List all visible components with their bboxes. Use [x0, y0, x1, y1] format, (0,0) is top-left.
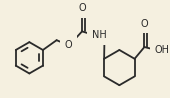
Text: O: O	[141, 19, 148, 29]
Text: NH: NH	[92, 30, 107, 40]
Text: O: O	[78, 3, 86, 13]
Text: O: O	[65, 40, 72, 50]
Text: OH: OH	[155, 45, 169, 55]
